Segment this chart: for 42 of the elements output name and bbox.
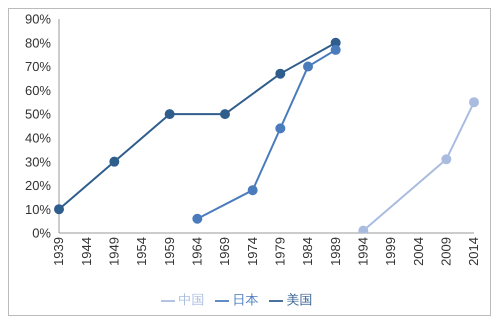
x-tick-label: 2009 [438, 237, 454, 266]
point [54, 204, 64, 214]
x-tick-label: 1994 [356, 237, 371, 266]
point [164, 109, 175, 120]
y-tick-label: 60% [24, 82, 52, 98]
legend-label: 中国 [178, 292, 204, 307]
y-tick-label: 40% [24, 130, 52, 146]
point [330, 44, 341, 55]
point [358, 226, 368, 233]
x-tick-label: 1939 [51, 237, 66, 266]
x-tick-label: 1964 [190, 237, 205, 266]
y-tick-label: 10% [24, 202, 52, 217]
point [303, 62, 313, 72]
point [248, 185, 258, 196]
point [441, 154, 452, 164]
x-tick-label: 1959 [162, 237, 177, 266]
point [220, 109, 230, 120]
point [192, 214, 202, 224]
y-tick-label: 90% [24, 12, 52, 27]
legend-label: 美国 [286, 292, 312, 307]
y-tick-label: 20% [24, 178, 52, 194]
y-tick-label: 80% [24, 35, 52, 50]
x-tick-label: 1979 [272, 237, 288, 266]
point [109, 156, 120, 167]
y-tick-label: 0% [32, 226, 52, 241]
x-tick-label: 1984 [300, 237, 316, 266]
x-tick-label: 1974 [244, 237, 260, 266]
x-tick-label: 1999 [383, 237, 398, 266]
x-tick-label: 2004 [410, 237, 426, 266]
x-tick-label: 1969 [217, 237, 232, 266]
point [275, 123, 286, 134]
x-tick-label: 1989 [328, 237, 343, 266]
y-tick-label: 70% [24, 59, 52, 74]
y-tick-label: 50% [24, 106, 52, 122]
x-tick-label: 1949 [106, 237, 122, 266]
x-tick-label: 2014 [466, 237, 482, 266]
x-tick-label: 1944 [78, 237, 94, 266]
legend-label: 日本 [232, 292, 258, 307]
point [275, 68, 286, 79]
x-tick-label: 1954 [134, 237, 150, 266]
y-tick-label: 30% [24, 154, 52, 170]
point [469, 97, 479, 108]
